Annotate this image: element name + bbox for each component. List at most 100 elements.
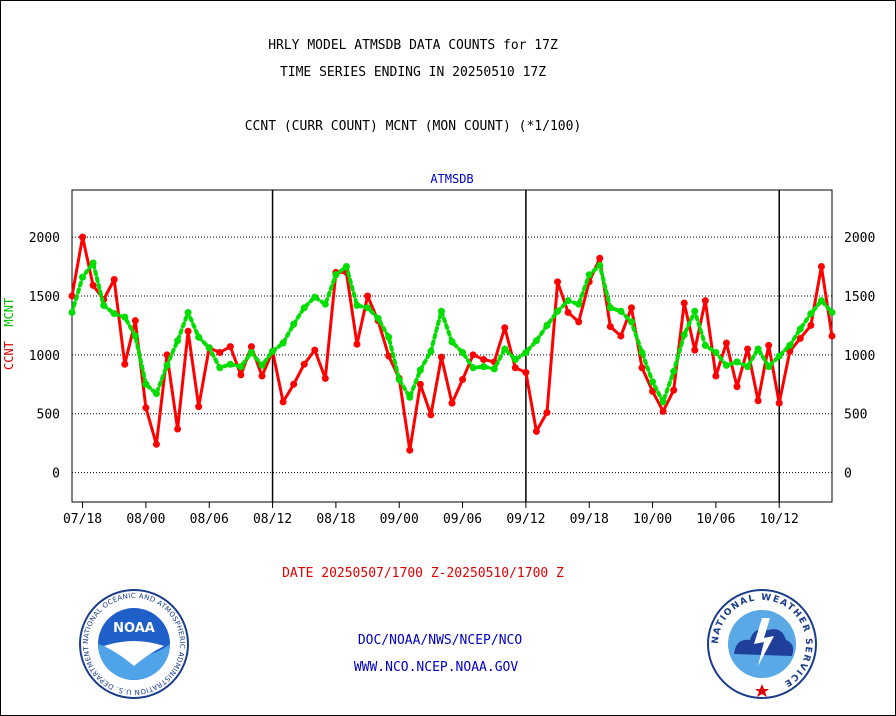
data-point-mcnt — [459, 348, 467, 356]
data-point-mcnt — [807, 310, 815, 318]
x-tick-label: 08/18 — [316, 512, 355, 527]
data-point-mcnt — [680, 331, 688, 339]
x-tick-label: 09/18 — [570, 512, 609, 527]
data-point-mcnt — [216, 364, 224, 372]
data-point-mcnt — [332, 271, 340, 279]
y-tick-label-right: 1500 — [844, 290, 875, 305]
data-point-mcnt — [532, 337, 540, 345]
data-point-mcnt — [395, 376, 403, 384]
data-point-mcnt — [353, 301, 361, 309]
y-tick-label-left: 0 — [52, 467, 60, 482]
credit-line-2: WWW.NCO.NCEP.NOAA.GOV — [353, 660, 519, 675]
data-point-ccnt — [79, 233, 87, 241]
data-point-mcnt — [311, 293, 319, 301]
x-tick-label: 09/12 — [506, 512, 545, 527]
data-point-mcnt — [342, 263, 350, 271]
data-point-mcnt — [670, 367, 678, 375]
y-tick-label-right: 500 — [844, 408, 867, 423]
data-point-ccnt — [321, 374, 329, 382]
data-point-mcnt — [469, 364, 477, 372]
data-point-mcnt — [374, 314, 382, 322]
data-point-ccnt — [89, 281, 97, 289]
data-point-mcnt — [585, 271, 593, 279]
data-point-mcnt — [321, 300, 329, 308]
data-point-mcnt — [290, 320, 298, 328]
data-point-ccnt — [691, 346, 699, 354]
y-tick-label-left: 1500 — [29, 290, 60, 305]
y-tick-label-left: 2000 — [29, 231, 60, 246]
data-point-ccnt — [659, 407, 667, 415]
data-point-ccnt — [596, 254, 604, 262]
y-tick-label-left: 1000 — [29, 349, 60, 364]
data-point-ccnt — [448, 399, 456, 407]
plot-frame — [71, 189, 833, 503]
data-point-ccnt — [701, 297, 709, 305]
data-point-mcnt — [691, 307, 699, 315]
data-point-ccnt — [195, 403, 203, 411]
data-point-ccnt — [765, 341, 773, 349]
data-point-ccnt — [501, 324, 509, 332]
data-point-ccnt — [722, 339, 730, 347]
data-point-mcnt — [416, 366, 424, 374]
x-tick-label: 08/12 — [253, 512, 292, 527]
data-point-ccnt — [807, 321, 815, 329]
data-point-ccnt — [110, 275, 118, 283]
data-point-mcnt — [89, 259, 97, 267]
data-point-ccnt — [258, 372, 266, 380]
data-point-mcnt — [712, 348, 720, 356]
data-point-ccnt — [532, 427, 540, 435]
data-point-ccnt — [606, 323, 614, 331]
data-point-mcnt — [733, 358, 741, 366]
data-point-ccnt — [638, 364, 646, 372]
data-point-mcnt — [237, 363, 245, 371]
data-point-mcnt — [754, 345, 762, 353]
data-point-ccnt — [627, 304, 635, 312]
data-point-mcnt — [110, 310, 118, 318]
data-point-ccnt — [469, 351, 477, 359]
data-point-mcnt — [480, 363, 488, 371]
data-point-mcnt — [722, 361, 730, 369]
data-point-ccnt — [522, 368, 530, 376]
data-point-mcnt — [575, 300, 583, 308]
data-point-mcnt — [511, 356, 519, 364]
x-tick-label: 08/00 — [126, 512, 165, 527]
data-point-mcnt — [490, 365, 498, 373]
data-point-ccnt — [796, 334, 804, 342]
data-point-mcnt — [247, 348, 255, 356]
data-point-mcnt — [174, 337, 182, 345]
x-tick-label: 07/18 — [63, 512, 102, 527]
data-point-ccnt — [416, 380, 424, 388]
data-point-ccnt — [311, 346, 319, 354]
data-point-mcnt — [121, 313, 129, 321]
data-point-mcnt — [184, 308, 192, 316]
y-tick-label-right: 0 — [844, 467, 852, 482]
data-point-mcnt — [617, 307, 625, 315]
data-point-ccnt — [554, 278, 562, 286]
x-tick-label: 10/00 — [633, 512, 672, 527]
data-point-ccnt — [131, 317, 139, 325]
data-point-mcnt — [649, 378, 657, 386]
data-point-ccnt — [575, 318, 583, 326]
data-point-ccnt — [543, 409, 551, 417]
y-tick-label-left: 500 — [37, 408, 60, 423]
data-point-ccnt — [385, 352, 393, 360]
chart-subtitle: CCNT (CURR COUNT) MCNT (MON COUNT) (*1/1… — [244, 119, 582, 134]
data-point-ccnt — [152, 440, 160, 448]
y-tick-label-right: 2000 — [844, 231, 875, 246]
data-point-mcnt — [448, 338, 456, 346]
data-point-ccnt — [437, 353, 445, 361]
data-point-ccnt — [617, 332, 625, 340]
noaa-logo: NATIONAL OCEANIC AND ATMOSPHERIC ADMINIS… — [78, 588, 189, 699]
data-point-mcnt — [627, 318, 635, 326]
data-point-mcnt — [638, 348, 646, 356]
data-point-mcnt — [775, 352, 783, 360]
data-point-ccnt — [68, 292, 76, 300]
data-point-mcnt — [195, 333, 203, 341]
data-point-ccnt — [754, 397, 762, 405]
chart-title-line2: TIME SERIES ENDING IN 20250510 17Z — [279, 65, 547, 80]
data-point-mcnt — [437, 307, 445, 315]
data-point-mcnt — [817, 297, 825, 305]
data-point-ccnt — [680, 299, 688, 307]
data-point-ccnt — [649, 387, 657, 395]
data-point-mcnt — [606, 304, 614, 312]
